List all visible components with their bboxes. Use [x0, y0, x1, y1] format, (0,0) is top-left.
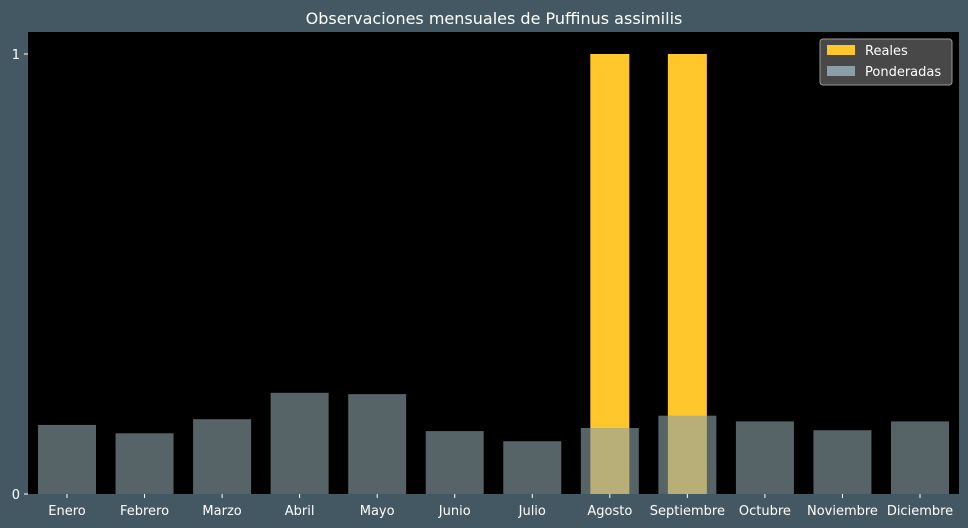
x-tick-label-febrero: Febrero: [120, 504, 169, 519]
bar-ponderadas-septiembre: [658, 415, 717, 494]
x-tick-label-mayo: Mayo: [360, 504, 395, 519]
bar-ponderadas-julio: [503, 441, 562, 494]
bar-ponderadas-enero: [38, 424, 96, 494]
bar-ponderadas-diciembre: [891, 421, 949, 494]
x-tick-label-octubre: Octubre: [739, 504, 791, 519]
x-tick-label-junio: Junio: [438, 504, 471, 519]
legend-swatch-reales: [827, 45, 855, 55]
x-tick-label-enero: Enero: [48, 504, 86, 519]
bar-ponderadas-abril: [270, 392, 329, 494]
legend-label-reales: Reales: [865, 44, 908, 59]
legend-swatch-ponderadas: [827, 66, 855, 76]
legend-label-ponderadas: Ponderadas: [865, 65, 941, 80]
bar-ponderadas-marzo: [193, 419, 252, 494]
x-tick-label-noviembre: Noviembre: [807, 504, 878, 519]
bar-ponderadas-octubre: [735, 421, 794, 494]
x-tick-label-abril: Abril: [285, 504, 315, 519]
y-axis-ticks: 01: [12, 48, 28, 503]
bar-ponderadas-junio: [425, 431, 484, 494]
x-tick-label-agosto: Agosto: [587, 504, 632, 519]
y-tick-label-1: 1: [12, 48, 20, 63]
bars-reales: [590, 54, 707, 494]
x-axis-ticks: Enero Febrero Marzo Abril Mayo Junio Julio Agos…: [48, 494, 953, 519]
bar-reales-agosto: [590, 54, 630, 494]
x-tick-label-diciembre: Diciembre: [887, 504, 953, 519]
x-tick-label-septiembre: Septiembre: [650, 504, 725, 519]
bar-ponderadas-agosto: [580, 428, 639, 494]
bar-ponderadas-febrero: [115, 433, 174, 494]
bar-ponderadas-mayo: [348, 394, 407, 494]
bar-ponderadas-noviembre: [813, 430, 872, 494]
plot-area: [28, 32, 959, 494]
legend: Reales Ponderadas: [819, 38, 953, 86]
x-tick-label-julio: Julio: [518, 504, 546, 519]
chart-title: Observaciones mensuales de Puffinus assi…: [306, 9, 683, 28]
y-tick-label-0: 0: [12, 488, 20, 503]
x-tick-label-marzo: Marzo: [202, 504, 241, 519]
bars-ponderadas: [38, 392, 949, 494]
